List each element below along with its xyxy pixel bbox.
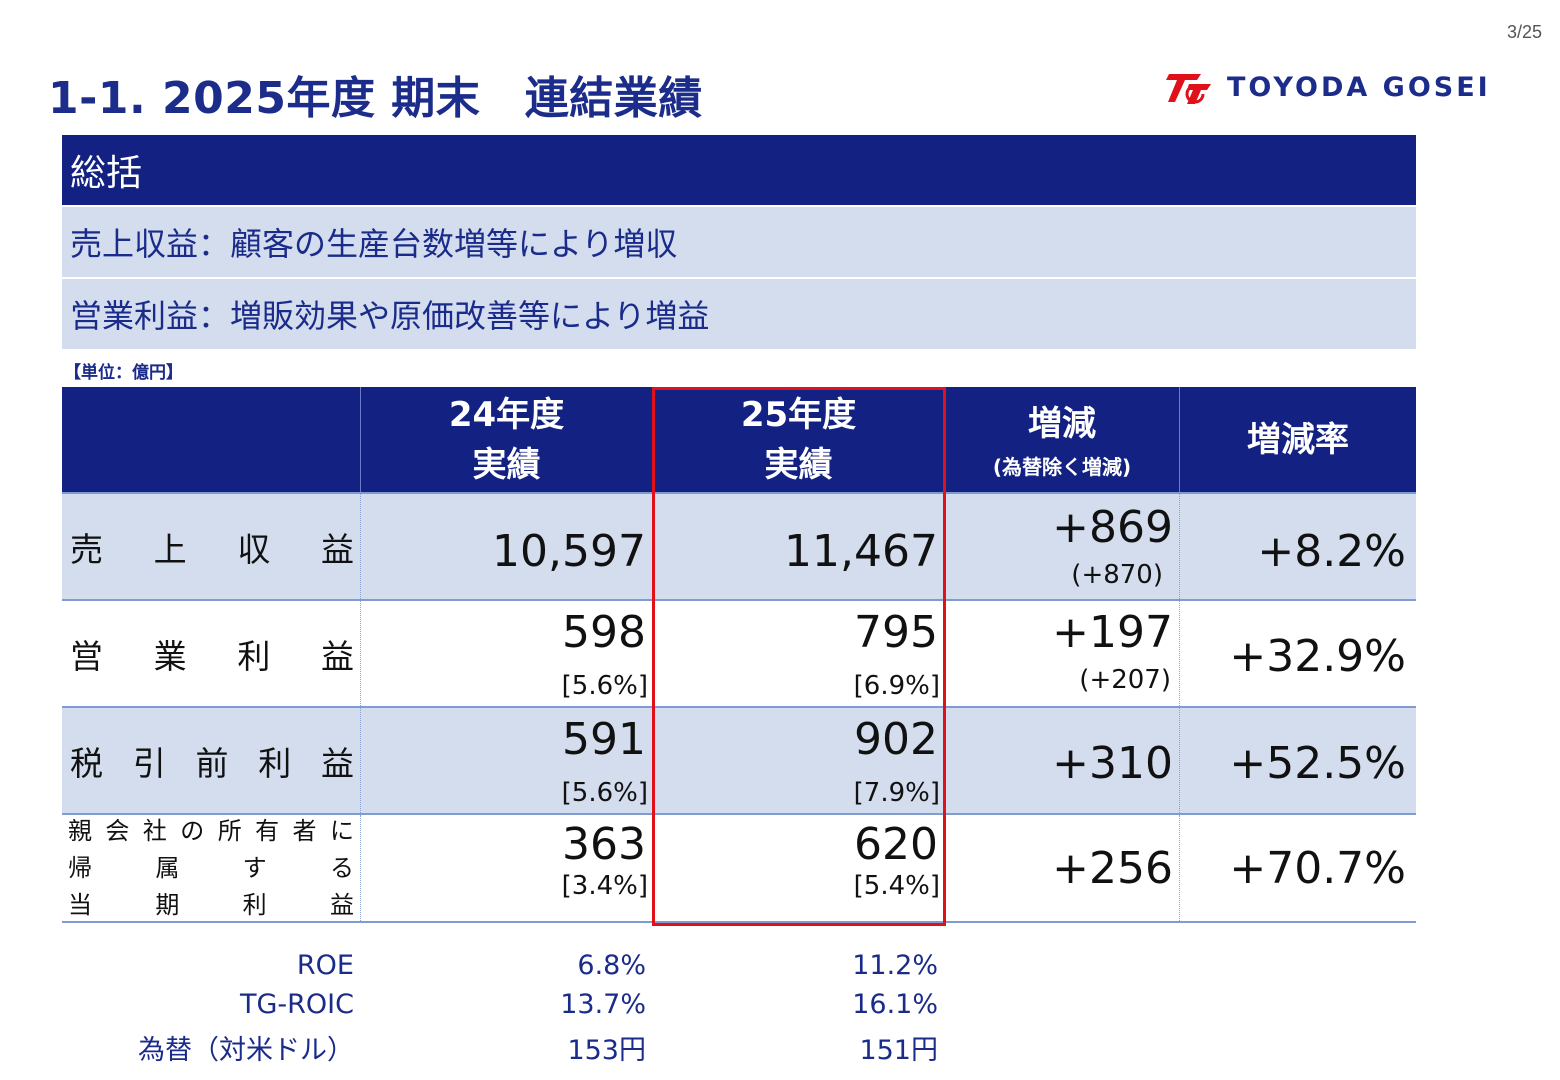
header-rate: 増減率 xyxy=(1247,419,1349,460)
footer-label-roe: ROE xyxy=(296,950,354,981)
footer-tg-roic-fy25: 16.1% xyxy=(852,989,938,1020)
row-label-profit-before-tax: 税 引 前 利 益 xyxy=(70,743,354,783)
value-fy25: 620 xyxy=(854,819,938,870)
table-header-row: 24年度 実績 25年度 実績 増減 (為替除く増減) 増減率 xyxy=(62,387,1416,492)
value-fy25: 902 xyxy=(854,714,938,765)
table-row: 営 業 利 益 598 [5.6%] 795 [6.9%] +197 (+207… xyxy=(62,599,1416,706)
value-rate: +52.5% xyxy=(1229,738,1406,789)
value-fy25: 11,467 xyxy=(784,526,938,577)
logo-mark-icon xyxy=(1166,74,1211,104)
company-logo: TOYODA GOSEI xyxy=(1165,66,1491,108)
header-change: 増減 (為替除く増減) xyxy=(945,387,1180,492)
header-fy24: 24年度 実績 xyxy=(361,387,653,492)
value-change: +869 xyxy=(1052,502,1173,553)
header-fy25: 25年度 実績 xyxy=(653,387,945,492)
table-row: 親 会 社 の 所 有 者 に 帰 属 す る 当 期 xyxy=(62,813,1416,923)
page-title: 1-1. 2025年度 期末 連結業績 xyxy=(48,73,703,124)
logo-wordmark: TOYODA GOSEI xyxy=(1227,71,1491,103)
value-rate: +8.2% xyxy=(1257,526,1406,577)
value-fy25: 795 xyxy=(854,607,938,658)
summary-line-operating-profit: 営業利益：増販効果や原価改善等により増益 xyxy=(62,279,1416,349)
margin-fy25: [6.9%] xyxy=(853,671,940,701)
summary-heading: 総括 xyxy=(62,135,1416,205)
footer-roe-fy25: 11.2% xyxy=(852,950,938,981)
value-fy24: 598 xyxy=(562,607,646,658)
row-label-revenue: 売 上 収 益 xyxy=(70,529,354,569)
value-change-ex-fx: (+870) xyxy=(1071,560,1163,590)
footer-fx-fy25: 151円 xyxy=(859,1035,938,1066)
row-label-net-profit: 親 会 社 の 所 有 者 に 帰 属 す る 当 期 xyxy=(68,816,354,919)
row-label-operating-profit: 営 業 利 益 xyxy=(70,636,354,676)
footer-label-tg-roic: TG-ROIC xyxy=(240,989,354,1020)
margin-fy24: [5.6%] xyxy=(561,671,648,701)
footer-tg-roic-fy24: 13.7% xyxy=(560,989,646,1020)
value-fy24: 591 xyxy=(562,714,646,765)
table-row: 売 上 収 益 10,597 11,467 +869 (+870) +8.2% xyxy=(62,492,1416,599)
value-change: +197 xyxy=(1052,607,1173,658)
value-fy24: 10,597 xyxy=(492,526,646,577)
footer-fx-fy24: 153円 xyxy=(567,1035,646,1066)
unit-label: 【単位：億円】 xyxy=(64,363,183,383)
summary-line-revenue: 売上収益：顧客の生産台数増等により増収 xyxy=(62,207,1416,277)
footer-roe-fy24: 6.8% xyxy=(577,950,646,981)
margin-fy24: [3.4%] xyxy=(561,871,648,901)
value-change: +256 xyxy=(1052,843,1173,894)
value-rate: +70.7% xyxy=(1229,843,1406,894)
value-change-ex-fx: (+207) xyxy=(1079,665,1171,695)
margin-fy24: [5.6%] xyxy=(561,778,648,808)
header-blank xyxy=(62,387,361,492)
value-fy24: 363 xyxy=(562,819,646,870)
page-number: 3/25 xyxy=(1506,22,1542,42)
margin-fy25: [5.4%] xyxy=(853,871,940,901)
summary-panel: 総括 売上収益：顧客の生産台数増等により増収 営業利益：増販効果や原価改善等によ… xyxy=(62,135,1416,349)
footer-label-fx-rate: 為替（対米ドル） xyxy=(138,1035,354,1066)
value-change: +310 xyxy=(1052,738,1173,789)
value-rate: +32.9% xyxy=(1229,631,1406,682)
table-row: 税 引 前 利 益 591 [5.6%] 902 [7.9%] +310 +52… xyxy=(62,706,1416,813)
results-table: 24年度 実績 25年度 実績 増減 (為替除く増減) 増減率 売 上 収 益 … xyxy=(62,387,1416,923)
margin-fy25: [7.9%] xyxy=(853,778,940,808)
